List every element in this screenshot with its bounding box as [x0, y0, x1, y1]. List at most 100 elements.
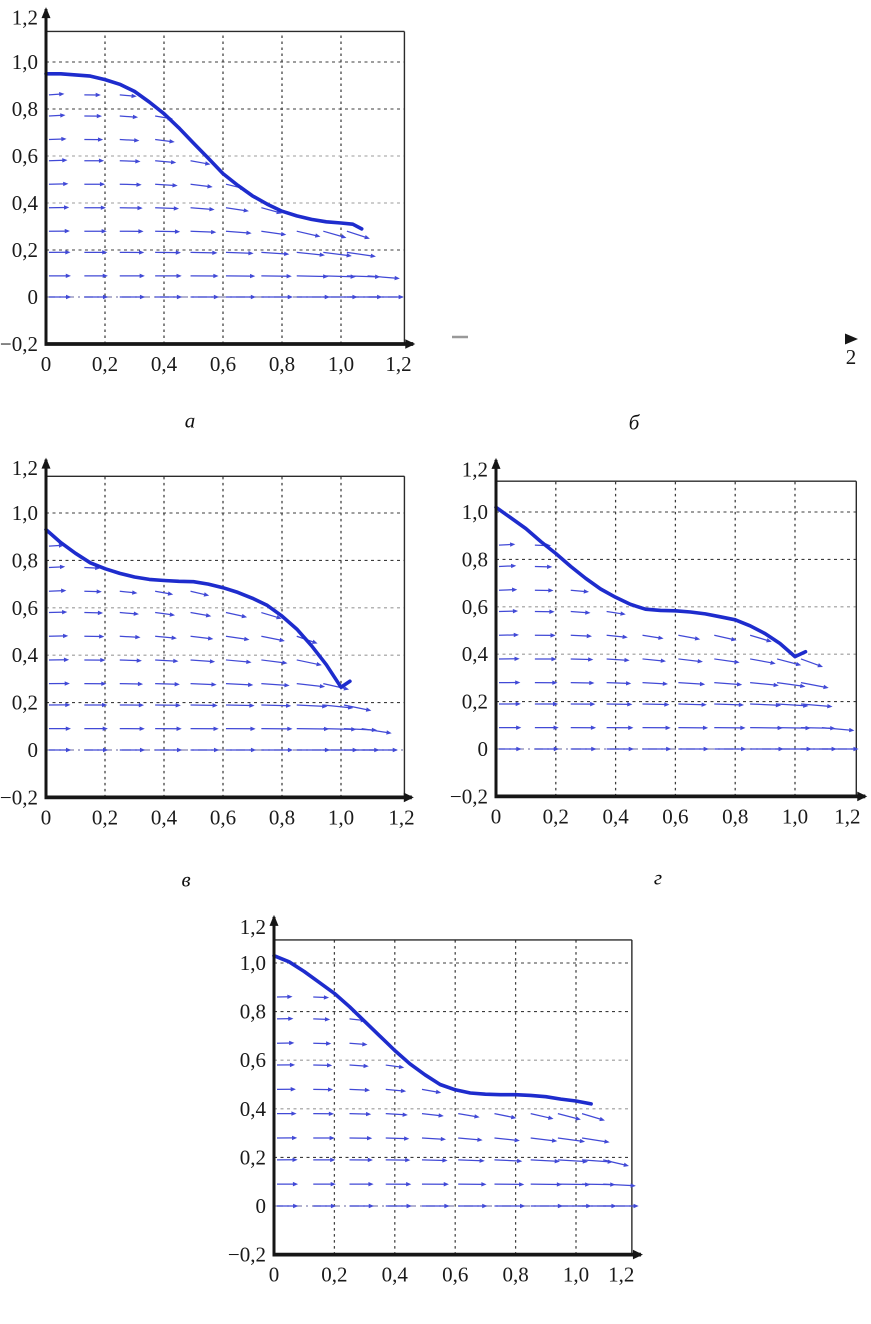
panel-label-v: в [181, 867, 191, 892]
x-tick-label: 1,2 [388, 805, 414, 829]
x-axis-arrowhead [632, 1249, 643, 1260]
y-tick-label: 1,2 [462, 457, 488, 481]
velocity-field-arrows [48, 543, 398, 753]
x-tick-label: 0,6 [662, 804, 688, 828]
y-tick-label: 0,8 [12, 548, 38, 572]
free-surface-curve [44, 527, 352, 689]
tick-labels: −0,200,20,40,60,81,01,20 0,2 0,4 0,6 0,8 1,0 1… [450, 457, 861, 828]
axes [269, 914, 643, 1260]
velocity-field-arrows [277, 994, 639, 1209]
y-tick-label: 0,6 [12, 144, 38, 168]
y-tick-label: 1,2 [12, 456, 38, 480]
y-tick-label: 1,0 [240, 951, 266, 975]
x-tick-label: 0,8 [269, 805, 295, 829]
chart-e: −0,200,20,40,60,81,01,20 0,2 0,4 0,6 0,8 1,0 1… [228, 914, 643, 1287]
x-axis-arrowhead [405, 339, 416, 349]
x-tick-label: 1,0 [328, 352, 354, 376]
y-tick-label: 1,2 [12, 5, 38, 29]
x-tick-label: 1,2 [834, 804, 860, 828]
tick-labels: −0,200,20,40,60,81,01,20 0,2 0,4 0,6 0,8 1,0 1… [228, 915, 635, 1287]
x-tick-label: 0,6 [210, 805, 236, 829]
plot-frame [46, 30, 406, 344]
y-tick-label: 0,6 [12, 596, 38, 620]
free-surface-curve [494, 505, 808, 659]
y-tick-label: 0,6 [462, 595, 488, 619]
x-tick-label: 1,0 [328, 805, 354, 829]
y-axis-arrowhead [491, 457, 501, 469]
y-tick-label: 0 [478, 737, 489, 761]
y-tick-label: −0,2 [0, 785, 38, 809]
x-tick-label: 0 [41, 352, 52, 376]
chart-v: −0,200,20,40,60,81,01,20 0,2 0,4 0,6 0,8 1,0 1… [0, 456, 415, 829]
y-tick-label: 1,0 [12, 501, 38, 525]
y-tick-label: −0,2 [450, 784, 488, 808]
x-tick-label: 0,4 [151, 805, 178, 829]
y-tick-label: 0 [28, 738, 39, 762]
y-tick-label: 0,2 [240, 1145, 266, 1169]
chart-a: −0,200,20,40,60,81,01,20 0,2 0,4 0,6 0,8 1,0 1… [0, 5, 416, 376]
x-tick-label: 0,8 [269, 352, 295, 376]
x-tick-label: 0,2 [92, 805, 118, 829]
x-tick-label: 0,8 [502, 1263, 528, 1287]
x-tick-label: 0,4 [602, 804, 629, 828]
y-tick-label: 0,2 [12, 691, 38, 715]
x-tick-label: 1,2 [608, 1263, 634, 1287]
y-tick-label: 1,2 [240, 915, 266, 939]
axes [491, 457, 868, 802]
velocity-field-arrows [498, 542, 859, 752]
y-tick-label: −0,2 [228, 1243, 266, 1267]
x-tick-label: 0,6 [442, 1263, 468, 1287]
y-axis-arrowhead [41, 457, 51, 469]
x-tick-label: 0,4 [382, 1263, 409, 1287]
chart-g: −0,200,20,40,60,81,01,20 0,2 0,4 0,6 0,8 1,0 1… [450, 457, 868, 828]
plot-frame [46, 475, 406, 798]
tick-label-2: 2 [846, 345, 857, 369]
x-tick-label: 0,2 [543, 804, 569, 828]
x-tick-label: 1,0 [782, 804, 808, 828]
x-axis-arrowhead [403, 792, 414, 803]
x-tick-label: 0,2 [92, 352, 118, 376]
plot-frame [496, 480, 857, 797]
y-tick-label: 0,8 [462, 547, 488, 571]
cropped-chart-b-fragment: 2 [452, 333, 858, 369]
y-tick-label: 0,4 [12, 643, 39, 667]
axes [41, 7, 416, 349]
x-tick-label: 0,4 [151, 352, 178, 376]
y-tick-label: 0 [256, 1194, 267, 1218]
free-surface-curve [44, 72, 364, 231]
panel-label-g: г [653, 865, 663, 890]
y-tick-label: 1,0 [12, 50, 38, 74]
y-tick-label: 0,2 [12, 238, 38, 262]
velocity-field-arrows [48, 92, 404, 300]
x-tick-label: 0 [41, 805, 52, 829]
x-tick-label: 0 [491, 804, 502, 828]
tick-labels: −0,200,20,40,60,81,01,20 0,2 0,4 0,6 0,8 1,0 1… [0, 456, 415, 829]
plot-frame [274, 939, 633, 1255]
y-tick-label: 0,8 [12, 97, 38, 121]
axis-arrowhead-fragment [845, 333, 858, 345]
y-axis-arrowhead [269, 914, 279, 926]
tick-labels: −0,200,20,40,60,81,01,20 0,2 0,4 0,6 0,8 1,0 1… [0, 5, 412, 376]
y-tick-label: 0,2 [462, 690, 488, 714]
panel-label-a: а [184, 408, 196, 433]
y-tick-label: 0,6 [240, 1048, 266, 1072]
y-tick-label: 0 [28, 285, 39, 309]
y-axis-arrowhead [41, 7, 51, 19]
grid-lines [274, 939, 632, 1255]
panel-label-b: б [628, 410, 640, 435]
y-tick-label: 1,0 [462, 500, 488, 524]
y-tick-label: 0,4 [12, 191, 39, 215]
x-tick-label: 0,2 [321, 1263, 347, 1287]
y-tick-label: 0,8 [240, 1000, 266, 1024]
axes [41, 457, 414, 803]
y-tick-label: −0,2 [0, 332, 38, 356]
free-surface-curve [272, 953, 593, 1106]
x-tick-label: 0,6 [210, 352, 236, 376]
x-axis-arrowhead [857, 791, 868, 802]
x-tick-label: 0,8 [722, 804, 748, 828]
x-tick-label: 0 [269, 1263, 280, 1287]
y-tick-label: 0,4 [462, 642, 489, 666]
y-tick-label: 0,4 [240, 1097, 267, 1121]
